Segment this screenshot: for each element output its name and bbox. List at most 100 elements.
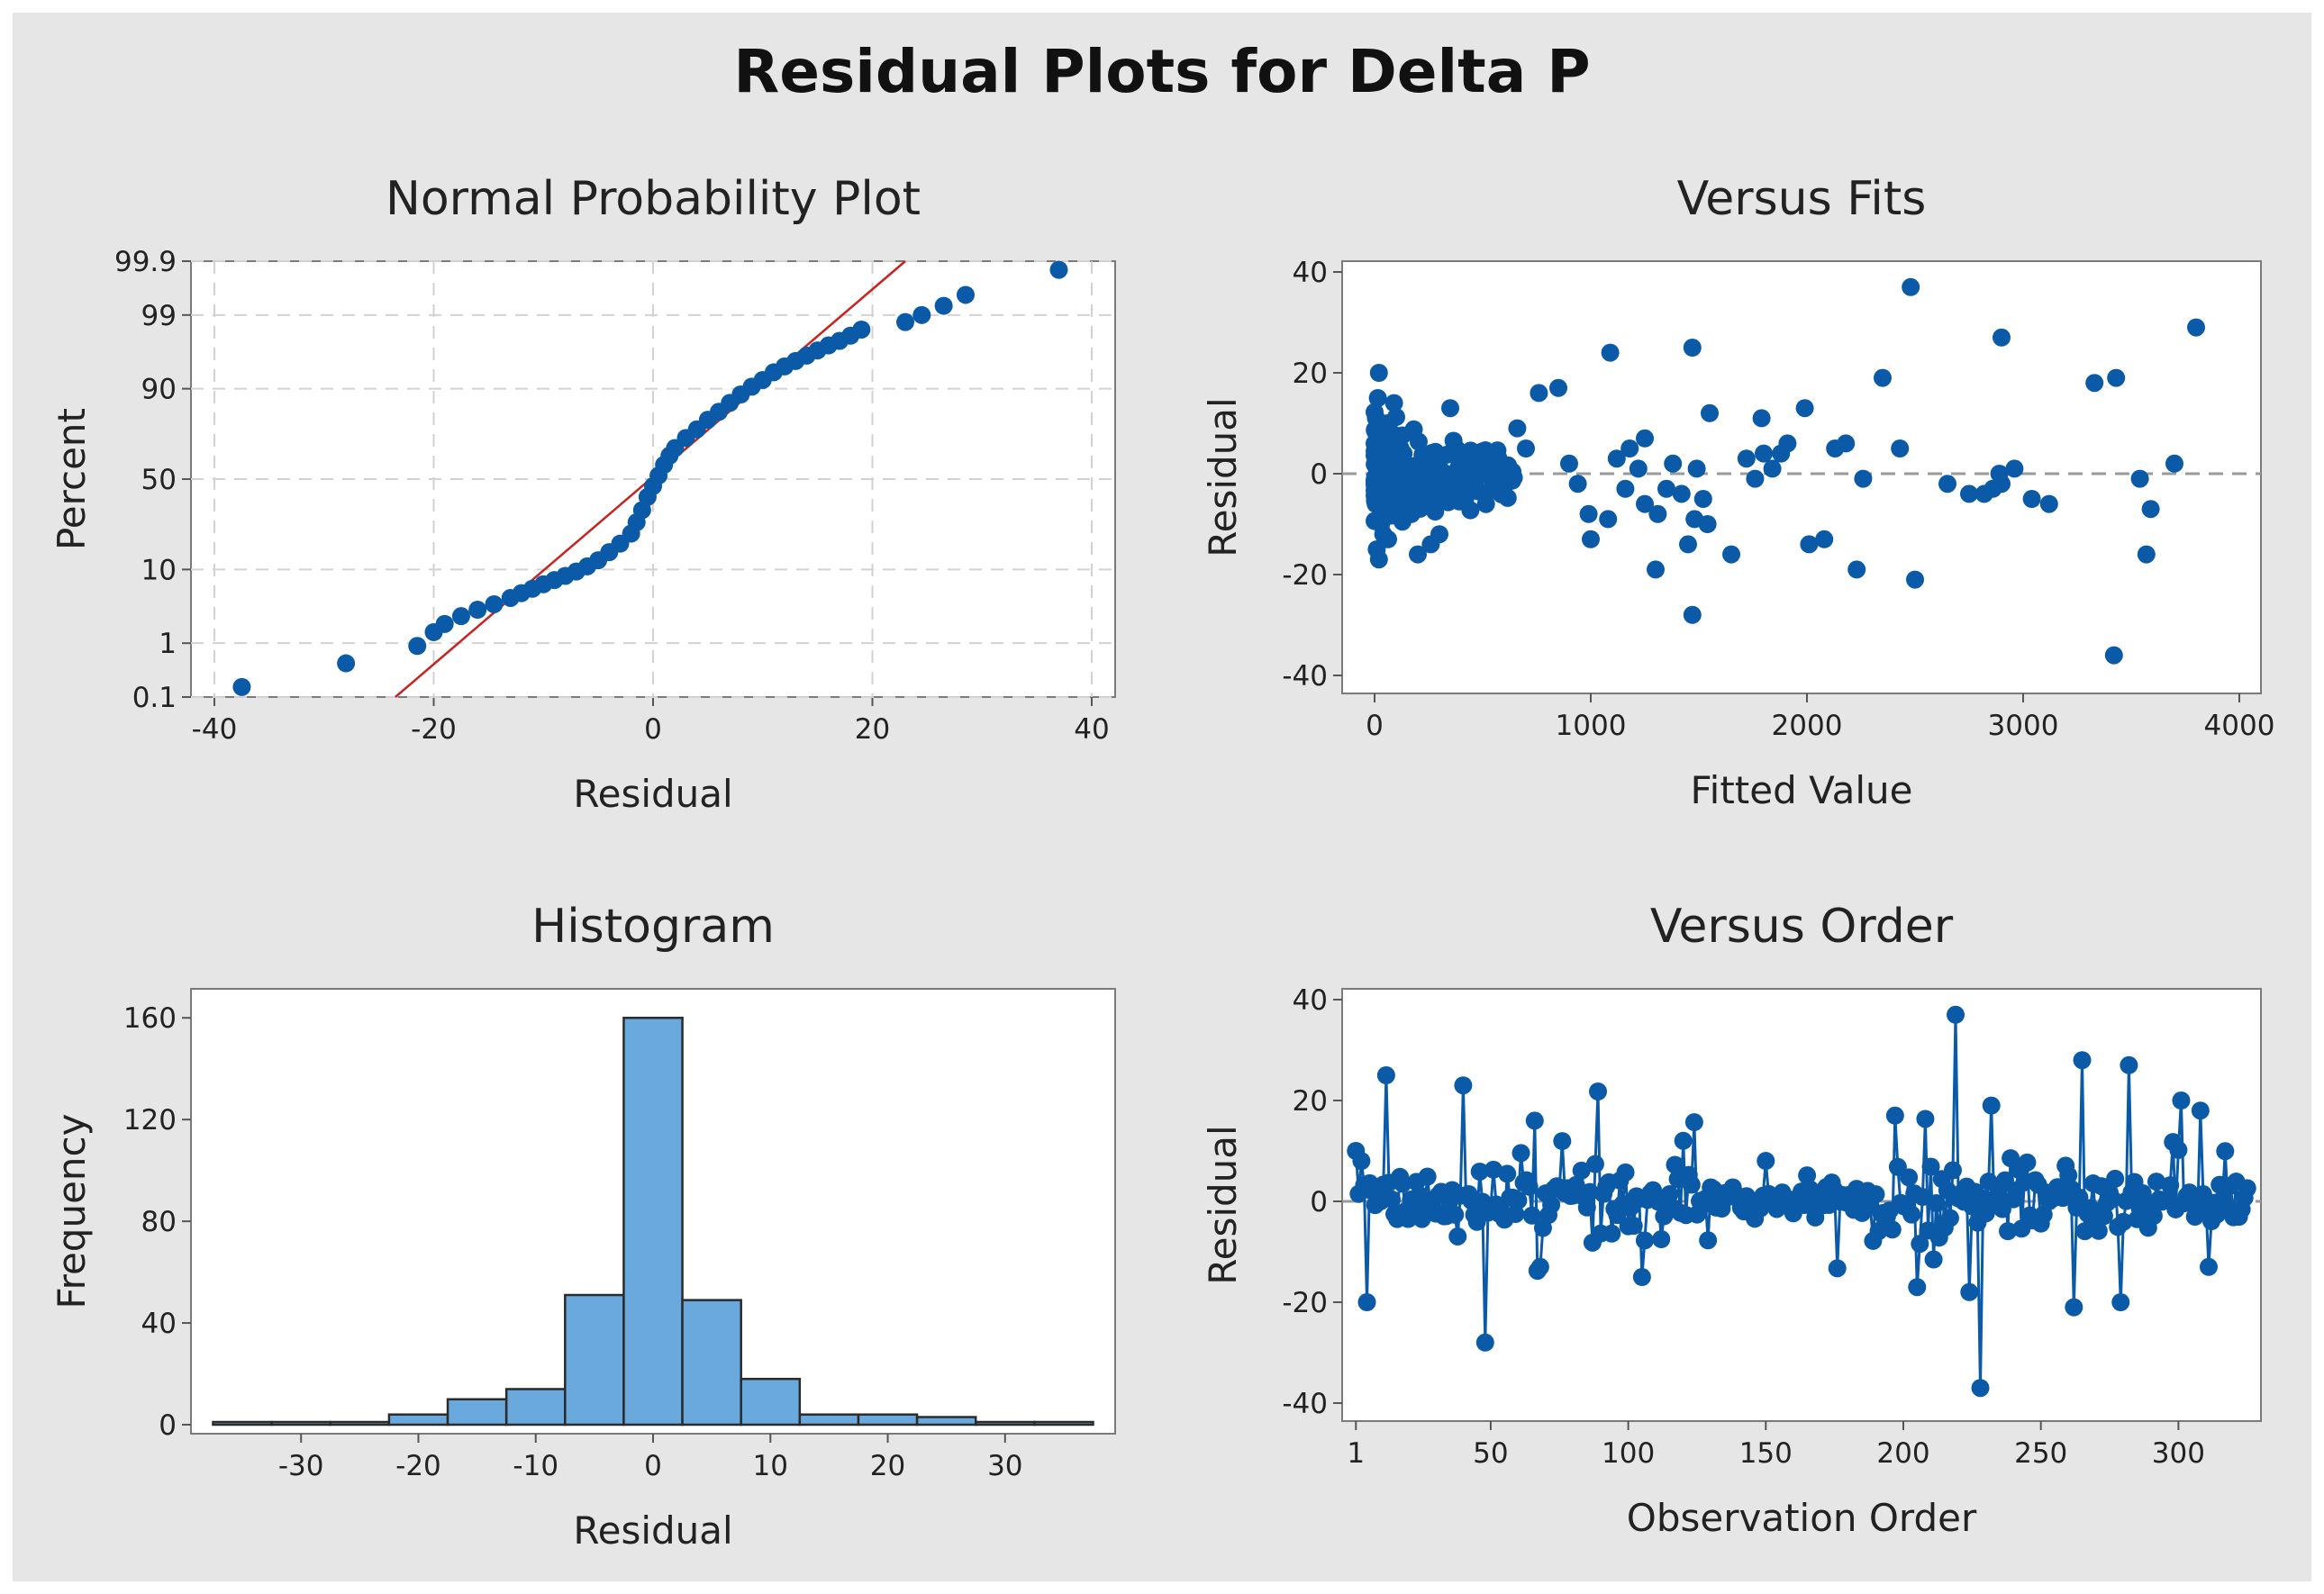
data-point	[1800, 535, 1819, 554]
data-point	[2165, 454, 2183, 473]
y-axis-title: Frequency	[50, 1114, 94, 1309]
data-point	[1560, 454, 1578, 473]
y-tick-label: -20	[1282, 559, 1328, 592]
y-tick-label: 40	[141, 1308, 177, 1340]
data-point	[485, 594, 504, 613]
x-tick-label: 1000	[1556, 710, 1627, 742]
data-point	[1913, 1188, 1932, 1207]
data-point	[1380, 469, 1399, 488]
x-tick-label: 200	[1876, 1437, 1929, 1470]
y-axis-title: Residual	[1201, 1125, 1245, 1284]
data-point	[1636, 494, 1654, 513]
data-point	[2238, 1179, 2256, 1198]
histogram-bar	[387, 1413, 449, 1426]
data-point	[408, 637, 427, 656]
data-point	[1542, 1195, 1561, 1214]
data-point	[1960, 485, 1978, 503]
data-point	[1883, 1220, 1902, 1239]
data-point	[1549, 378, 1567, 397]
data-point	[1369, 364, 1388, 382]
data-point	[1384, 394, 1403, 412]
data-point	[1722, 545, 1740, 564]
data-point	[1616, 479, 1635, 498]
x-tick-label: 20	[855, 713, 890, 746]
data-point	[1049, 260, 1068, 279]
data-point	[2107, 368, 2126, 387]
x-tick-label: 30	[987, 1450, 1022, 1482]
data-point	[1475, 1333, 1494, 1352]
x-tick-label: -30	[278, 1450, 324, 1482]
x-tick-label: 250	[2014, 1437, 2067, 1470]
histogram-bar	[1033, 1420, 1094, 1426]
histogram-bar	[857, 1413, 919, 1426]
x-tick-label: 4000	[2204, 710, 2275, 742]
data-point	[1509, 1191, 1528, 1209]
y-tick-label: 40	[1293, 984, 1328, 1017]
data-point	[1421, 535, 1440, 554]
data-point	[1902, 277, 1920, 296]
data-point	[1418, 1167, 1437, 1186]
data-point	[1620, 439, 1639, 457]
data-point	[1828, 1259, 1847, 1278]
data-point	[1378, 414, 1397, 432]
normal-probability-plot: Normal Probability Plot -40 -20 0 20 40 0.1 1 10…	[50, 172, 1116, 816]
data-point	[1916, 1109, 1935, 1128]
data-point	[1599, 510, 1618, 529]
data-point	[1461, 501, 1480, 520]
data-point	[1874, 368, 1892, 387]
x-tick-label: 3000	[1988, 710, 2059, 742]
data-point	[2137, 545, 2156, 564]
x-tick-label: -10	[513, 1450, 558, 1482]
data-point	[1847, 560, 1866, 579]
data-point	[1943, 1161, 1962, 1180]
histogram-plot: Histogram -30 -20 -10 0 10 20 30 0 40 80 120 160 Resi…	[50, 900, 1116, 1553]
data-point	[1498, 488, 1517, 507]
data-point	[1699, 1231, 1718, 1250]
y-tick-label: 1	[159, 628, 177, 660]
data-point	[2141, 500, 2160, 519]
data-point	[1652, 1230, 1671, 1249]
y-tick-label: 120	[123, 1104, 177, 1137]
data-point	[1927, 1194, 1946, 1213]
data-point	[1441, 399, 1459, 418]
data-point	[1906, 570, 1924, 589]
y-tick-label: 99.9	[114, 246, 177, 278]
data-point	[1580, 1182, 1599, 1201]
data-point	[435, 614, 454, 633]
data-point	[2018, 1153, 2037, 1172]
histogram-bar	[622, 1016, 684, 1426]
data-point	[1448, 445, 1467, 464]
y-tick-label: 90	[141, 374, 177, 406]
data-point	[1672, 485, 1691, 503]
data-point	[934, 296, 953, 315]
data-point	[1582, 530, 1600, 548]
data-point	[1911, 1235, 1929, 1254]
y-tick-label: 99	[141, 300, 177, 332]
y-axis-title: Residual	[1201, 397, 1245, 557]
data-point	[1993, 328, 2011, 347]
data-point	[1520, 1177, 1539, 1196]
subplot-title: Normal Probability Plot	[386, 172, 921, 226]
data-point	[1432, 485, 1451, 503]
data-point	[1585, 1155, 1604, 1173]
y-tick-label: 0	[1310, 458, 1328, 491]
x-tick-label: 2000	[1772, 710, 1843, 742]
data-point	[2039, 494, 2058, 513]
data-point	[1404, 420, 1423, 439]
y-tick-label: -40	[1282, 1388, 1328, 1420]
data-point	[1657, 479, 1675, 498]
data-point	[1737, 449, 1756, 468]
data-point	[1506, 1205, 1525, 1224]
figure-title: Residual Plots for Delta P	[733, 37, 1590, 106]
data-point	[1512, 1144, 1530, 1163]
data-point	[2187, 318, 2205, 337]
data-point	[1446, 1205, 1465, 1224]
histogram-bar	[974, 1420, 1036, 1426]
data-point	[1999, 1222, 2018, 1241]
x-tick-label: 40	[1074, 713, 1109, 746]
data-point	[1921, 1157, 1940, 1176]
y-tick-label: 50	[141, 464, 177, 496]
data-point	[1530, 384, 1548, 403]
